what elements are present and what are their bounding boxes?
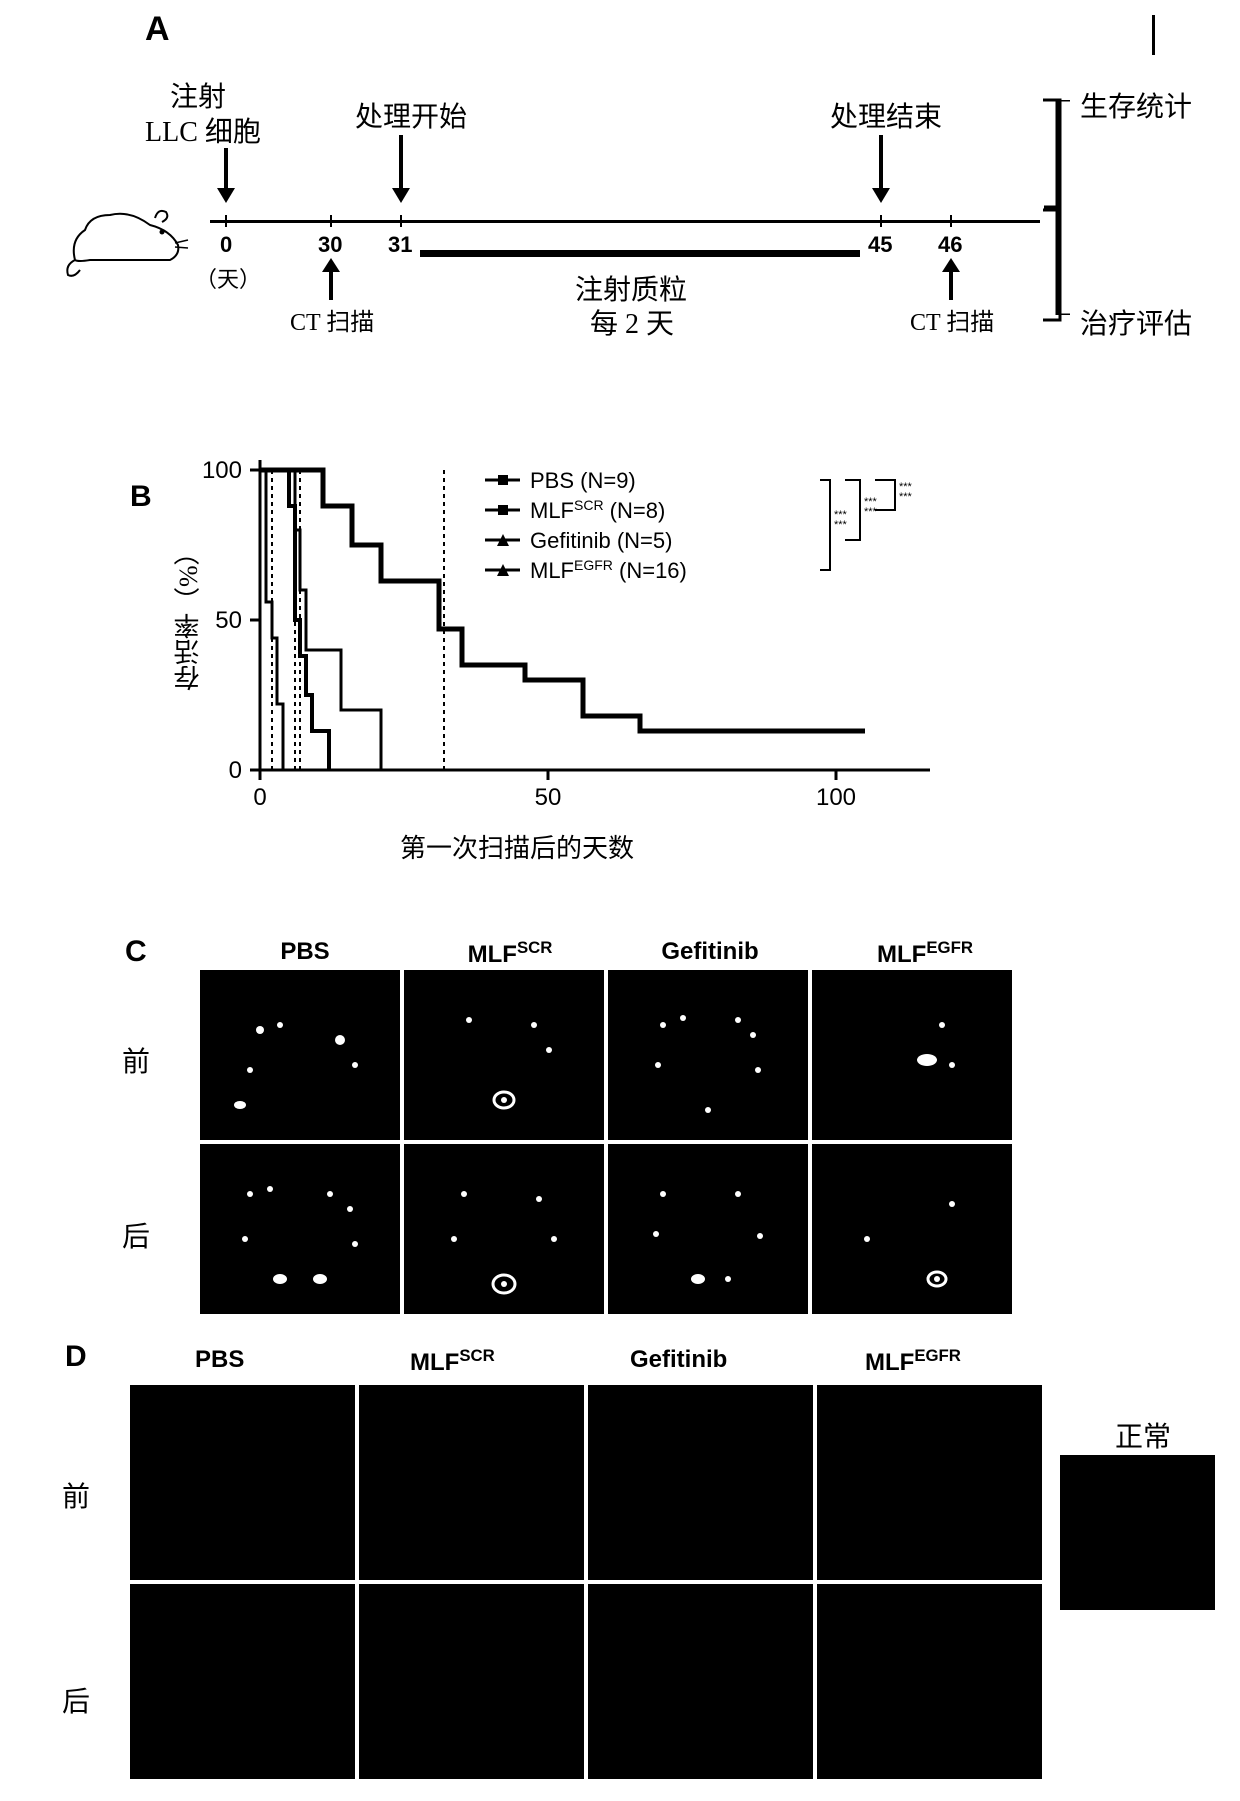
ct-pbs-after (200, 1144, 400, 1314)
lung-normal (1060, 1455, 1215, 1610)
panel-b-label: B (130, 480, 152, 514)
lung-image-grid (130, 1385, 1042, 1779)
event-start-treatment: 处理开始 (355, 95, 467, 135)
ct-gefitinib-after (608, 1144, 808, 1314)
bracket-outcomes-fix (1042, 100, 1072, 315)
tick-30 (330, 215, 332, 227)
event-end-treatment: 处理结束 (830, 95, 942, 135)
tick-0 (225, 215, 227, 227)
svg-text:PBS (N=9): PBS (N=9) (530, 468, 636, 493)
ct-header-pbs: PBS (255, 938, 355, 966)
svg-text:50: 50 (535, 784, 562, 811)
ct-header-mlfscr: MLFSCR (450, 938, 570, 969)
ct-mlfscr-after (404, 1144, 604, 1314)
svg-text:***: *** (899, 491, 913, 503)
svg-text:0: 0 (253, 784, 266, 811)
text-cursor-mark (1152, 15, 1155, 55)
svg-text:50: 50 (215, 607, 242, 634)
timeline-main-line (210, 220, 1040, 223)
svg-text:MLFSCR (N=8): MLFSCR (N=8) (530, 497, 665, 523)
panel-a-label: A (145, 10, 170, 49)
arrow-ct-1 (318, 258, 344, 300)
svg-text:***: *** (864, 506, 878, 518)
unit-days: （天） (195, 262, 261, 294)
lung-mlfscr-after (359, 1584, 584, 1779)
lung-gefitinib-before (588, 1385, 813, 1580)
svg-text:***: *** (834, 519, 848, 531)
lung-pbs-before (130, 1385, 355, 1580)
tick-num-31: 31 (388, 232, 412, 258)
tick-num-46: 46 (938, 232, 962, 258)
lung-header-normal: 正常 (1115, 1415, 1171, 1455)
arrow-ct-2 (938, 258, 964, 300)
ct-mlfscr-before (404, 970, 604, 1140)
ct-mlfegfr-after (812, 1144, 1012, 1314)
svg-text:100: 100 (202, 457, 242, 484)
outcome-survival: 生存统计 (1080, 85, 1192, 125)
arrow-inject-llc (213, 148, 239, 203)
arrow-end (868, 135, 894, 203)
tick-45 (880, 215, 882, 227)
lung-mlfegfr-after (817, 1584, 1042, 1779)
outcome-therapy: 治疗评估 (1080, 302, 1192, 342)
panel-d-lung-images: D PBS MLFSCR Gefitinib MLFEGFR 正常 前 后 (0, 1340, 1240, 1800)
ct-pbs-before (200, 970, 400, 1140)
lung-header-gefitinib: Gefitinib (630, 1346, 727, 1374)
treatment-bar (420, 250, 860, 257)
ct-scan-1-label: CT 扫描 (290, 302, 374, 337)
panel-c-label: C (125, 935, 147, 969)
lung-header-mlfegfr: MLFEGFR (865, 1346, 961, 1377)
arrow-start (388, 135, 414, 203)
lung-header-mlfscr: MLFSCR (410, 1346, 495, 1377)
series-pbs (260, 470, 283, 770)
ct-header-gefitinib: Gefitinib (650, 938, 770, 966)
panel-c-ct-scans: C PBS MLFSCR Gefitinib MLFEGFR 前 后 (0, 930, 1240, 1330)
svg-text:MLFEGFR (N=16): MLFEGFR (N=16) (530, 557, 687, 583)
ct-image-grid (200, 970, 1012, 1314)
ct-gefitinib-before (608, 970, 808, 1140)
ct-header-mlfegfr: MLFEGFR (855, 938, 995, 969)
ct-scan-2-label: CT 扫描 (910, 302, 994, 337)
ct-mlfegfr-before (812, 970, 1012, 1140)
svg-text:Gefitinib (N=5): Gefitinib (N=5) (530, 528, 672, 553)
lung-mlfegfr-before (817, 1385, 1042, 1580)
lung-header-pbs: PBS (195, 1346, 244, 1374)
event-inject-llc-line2: LLC 细胞 (145, 110, 261, 150)
tick-31 (400, 215, 402, 227)
lung-row-after: 后 (62, 1680, 90, 1720)
lung-mlfscr-before (359, 1385, 584, 1580)
survival-chart: 0 50 100 0 50 100 PBS (N=9) MLFSCR ( (200, 440, 950, 840)
panel-a-timeline: A 注射 LLC 细胞 处理开始 处理结束 0 30 31 45 46 (0, 0, 1240, 340)
ct-row-before: 前 (122, 1040, 150, 1080)
svg-text:100: 100 (816, 784, 856, 811)
lung-pbs-after (130, 1584, 355, 1779)
survival-legend: PBS (N=9) MLFSCR (N=8) Gefitinib (N=5) M… (485, 468, 687, 583)
significance-brackets (820, 480, 895, 570)
panel-b-survival: B 存活率（%） 0 50 100 0 50 100 (0, 420, 1240, 890)
tick-num-30: 30 (318, 232, 342, 258)
series-gefitinib (260, 470, 381, 770)
mouse-icon (60, 190, 190, 280)
tick-num-0: 0 (220, 232, 232, 258)
tick-46 (950, 215, 952, 227)
lung-gefitinib-after (588, 1584, 813, 1779)
tick-num-45: 45 (868, 232, 892, 258)
svg-text:0: 0 (229, 757, 242, 784)
survival-xlabel: 第一次扫描后的天数 (400, 828, 634, 865)
panel-d-label: D (65, 1340, 87, 1374)
ct-row-after: 后 (122, 1215, 150, 1255)
lung-row-before: 前 (62, 1475, 90, 1515)
event-inject-llc-line1: 注射 (170, 75, 226, 115)
plasmid-label-2: 每 2 天 (590, 302, 674, 342)
